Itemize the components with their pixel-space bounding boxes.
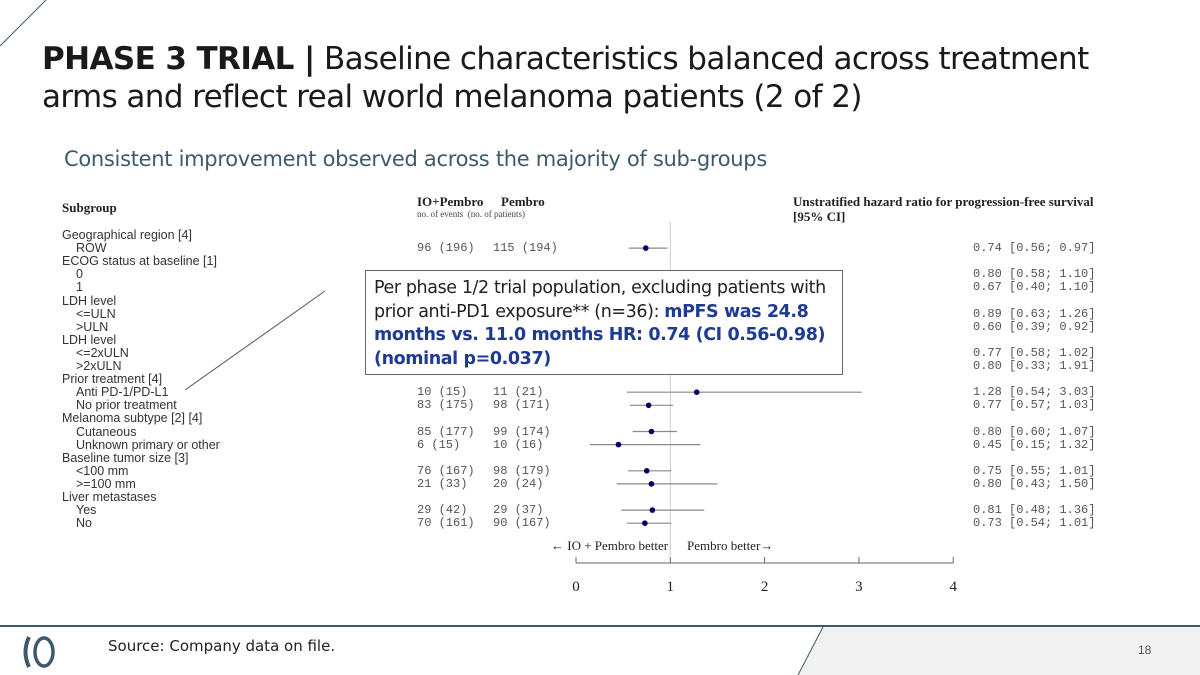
hr-point xyxy=(648,428,655,435)
arm2-count: 90 (167) xyxy=(493,516,551,531)
hr-ci-text: 0.80 [0.33; 1.91] xyxy=(973,359,1096,373)
arm1-header: IO+Pembro xyxy=(417,194,484,209)
hr-ci-text: 0.80 [0.58; 1.10] xyxy=(973,267,1096,282)
subgroup-label: Cutaneous xyxy=(76,424,137,439)
subgroup-label: Anti PD-1/PD-L1 xyxy=(76,385,169,400)
hr-ci-text: 0.77 [0.57; 1.03] xyxy=(973,398,1096,413)
arm1-count: 85 (177) xyxy=(417,424,475,439)
arm1-count: 70 (161) xyxy=(417,516,475,531)
subgroup-category: ECOG status at baseline [1] xyxy=(62,254,217,269)
arm1-count: 96 (196) xyxy=(417,241,475,256)
arm2-count: 20 (24) xyxy=(493,476,544,491)
arm1-count: 76 (167) xyxy=(417,463,475,478)
hr-point xyxy=(615,441,622,448)
hr-header: Unstratified hazard ratio for progressio… xyxy=(793,194,1094,209)
subgroup-label: <=ULN xyxy=(76,306,116,321)
hr-point xyxy=(642,245,649,251)
x-tick-label: 1 xyxy=(667,579,675,595)
page-subtitle: Consistent improvement observed across t… xyxy=(64,147,767,171)
subgroup-label: 0 xyxy=(76,267,83,282)
arm2-count: 99 (174) xyxy=(493,424,551,439)
hr-ci-text: 1.28 [0.54; 3.03] xyxy=(973,385,1096,400)
footer-diagonal xyxy=(797,626,824,675)
hr-ci-text: 0.60 [0.39; 0.92] xyxy=(973,319,1096,334)
subgroup-label: Yes xyxy=(76,503,97,518)
hr-ci-text: 0.45 [0.15; 1.32] xyxy=(973,437,1096,452)
callout-leader-line xyxy=(184,290,326,391)
source-note: Source: Company data on file. xyxy=(108,637,336,655)
subgroup-category: Melanoma subtype [2] [4] xyxy=(62,411,203,426)
callout-text: Per phase 1/2 trial population, excludin… xyxy=(374,278,826,322)
hr-point xyxy=(648,481,655,487)
hr-ci-text: 0.73 [0.54; 1.01] xyxy=(973,516,1096,531)
callout-highlight: mPFS was 24.8 months vs. 11.0 months HR:… xyxy=(374,301,826,369)
counts-note: no. of events (no. of patients) xyxy=(417,209,525,219)
arm2-count: 98 (179) xyxy=(493,463,551,478)
hr-point xyxy=(645,402,652,409)
callout-pointer xyxy=(184,290,326,391)
arm1-count: 83 (175) xyxy=(417,398,475,413)
arm2-count: 29 (37) xyxy=(493,503,544,518)
subgroup-category: LDH level xyxy=(62,293,117,308)
subgroup-label: >ULN xyxy=(76,319,109,334)
hr-ci-text: 0.81 [0.48; 1.36] xyxy=(973,503,1096,518)
hr-point xyxy=(642,520,648,526)
hr-ci-text: 0.77 [0.58; 1.02] xyxy=(973,345,1096,360)
subgroup-label: Unknown primary or other xyxy=(76,437,220,452)
x-tick-label: 2 xyxy=(761,579,769,595)
subgroup-category: LDH level xyxy=(62,332,117,347)
subgroup-label: <=2xULN xyxy=(76,345,129,360)
direction-right-label: Pembro better→ xyxy=(687,538,774,553)
hr-point xyxy=(643,468,650,474)
arm2-count: 98 (171) xyxy=(493,398,551,413)
arm1-count: 10 (15) xyxy=(417,385,468,400)
hr-ci-text: 0.80 [0.60; 1.07] xyxy=(973,424,1096,439)
hr-header-ci: [95% CI] xyxy=(793,209,846,224)
subgroup-header: Subgroup xyxy=(62,200,117,215)
hr-point xyxy=(693,389,700,396)
company-logo xyxy=(23,636,55,668)
title-rest: Baseline characteristics balanced across… xyxy=(42,41,1089,115)
subgroup-label: ROW xyxy=(76,241,107,256)
hr-ci-text: 0.80 [0.43; 1.50] xyxy=(973,476,1096,491)
page-title: PHASE 3 TRIAL | Baseline characteristics… xyxy=(42,40,1172,116)
arm2-count: 11 (21) xyxy=(493,385,544,400)
arm1-count: 6 (15) xyxy=(417,437,461,452)
footer-panel xyxy=(798,627,1200,675)
corner-diagonal xyxy=(0,0,47,47)
callout-box: Per phase 1/2 trial population, excludin… xyxy=(365,270,843,375)
hr-ci-text: 0.74 [0.56; 0.97] xyxy=(973,241,1096,256)
arm1-count: 21 (33) xyxy=(417,476,468,491)
subgroup-category: Baseline tumor size [3] xyxy=(62,450,189,465)
hr-point xyxy=(649,507,656,513)
page-number: 18 xyxy=(1138,643,1152,657)
subgroup-label: <100 mm xyxy=(76,463,129,478)
hr-ci-text: 0.75 [0.55; 1.01] xyxy=(973,463,1096,478)
x-tick-label: 0 xyxy=(572,579,580,595)
subgroup-label: 1 xyxy=(76,280,83,295)
arm2-count: 10 (16) xyxy=(493,437,544,452)
subgroup-label: >2xULN xyxy=(76,359,122,373)
subgroup-label: No prior treatment xyxy=(76,398,177,413)
x-tick-label: 3 xyxy=(855,579,863,595)
arm1-count: 29 (42) xyxy=(417,503,468,518)
direction-left-label: ← IO + Pembro better xyxy=(551,538,669,553)
arm2-header: Pembro xyxy=(501,194,545,209)
hr-ci-text: 0.89 [0.63; 1.26] xyxy=(973,306,1096,321)
subgroup-label: No xyxy=(76,516,92,531)
x-tick-label: 4 xyxy=(949,579,957,595)
title-bold: PHASE 3 TRIAL | xyxy=(42,41,315,77)
subgroup-label: >=100 mm xyxy=(76,476,136,491)
subgroup-category: Liver metastases xyxy=(62,490,157,504)
subgroup-category: Prior treatment [4] xyxy=(62,372,163,387)
subgroup-category: Geographical region [4] xyxy=(62,228,192,242)
arm2-count: 115 (194) xyxy=(493,241,558,256)
hr-ci-text: 0.67 [0.40; 1.10] xyxy=(973,280,1096,295)
